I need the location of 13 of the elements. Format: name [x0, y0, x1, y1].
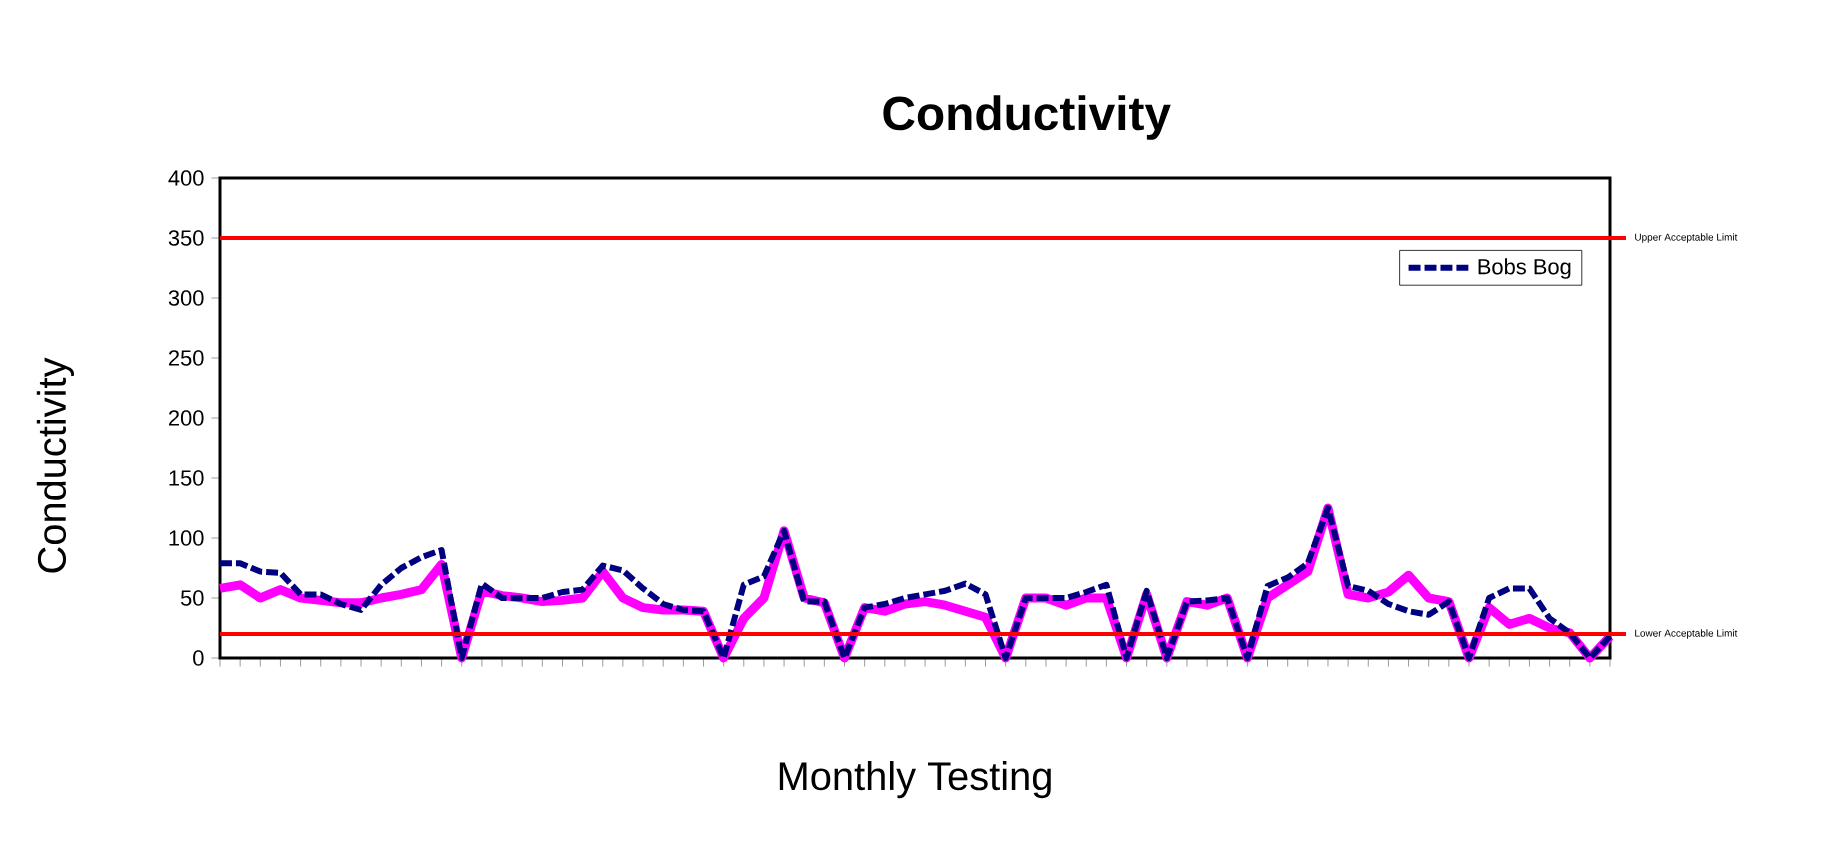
y-axis-title: Conductivity [36, 357, 74, 573]
chart-title: Conductivity [883, 95, 1171, 140]
x-axis-title: Monthly Testing [779, 761, 1051, 799]
y-tick-label: 0 [193, 650, 204, 666]
y-tick-label: 100 [169, 530, 204, 546]
y-tick-label: 50 [180, 590, 204, 606]
y-tick-label: 400 [168, 170, 204, 186]
y-tick-label: 150 [169, 470, 204, 486]
y-tick-label: 350 [168, 230, 204, 246]
y-tick-label: 250 [168, 350, 204, 366]
y-tick-label: 200 [168, 410, 204, 426]
legend-label: Bobs Bog [1478, 258, 1571, 279]
y-tick-label: 300 [168, 290, 204, 306]
